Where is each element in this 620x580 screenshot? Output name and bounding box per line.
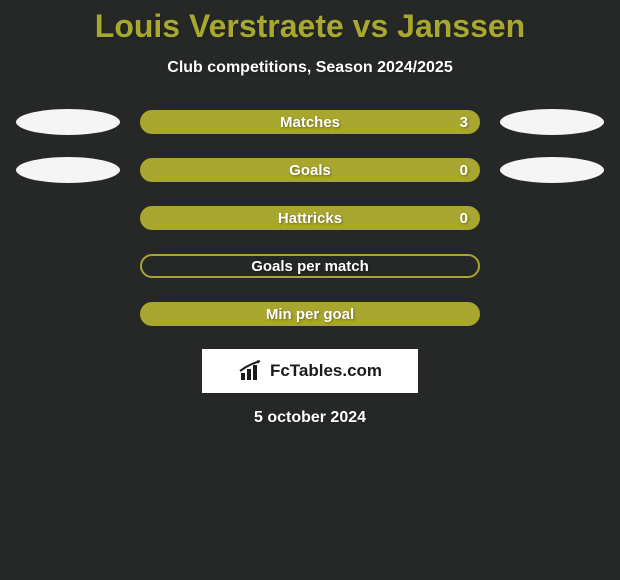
stat-label: Min per goal: [266, 306, 354, 323]
stat-row: Min per goal: [0, 301, 620, 327]
stat-row: Goals per match: [0, 253, 620, 279]
stat-label: Matches: [280, 114, 340, 131]
page-title: Louis Verstraete vs Janssen: [0, 0, 620, 45]
stat-label: Hattricks: [278, 210, 342, 227]
page-subtitle: Club competitions, Season 2024/2025: [0, 59, 620, 77]
spacer: [500, 253, 604, 279]
stat-bar: Goals 0: [140, 158, 480, 182]
stat-label: Goals: [289, 162, 331, 179]
player-left-marker: [16, 157, 120, 183]
stat-value: 3: [460, 114, 468, 131]
date-text: 5 october 2024: [0, 409, 620, 427]
stat-label: Goals per match: [251, 258, 369, 275]
spacer: [500, 205, 604, 231]
player-right-marker: [500, 157, 604, 183]
stat-row: Matches 3: [0, 109, 620, 135]
stat-value: 0: [460, 210, 468, 227]
stat-bar: Hattricks 0: [140, 206, 480, 230]
player-right-marker: [500, 109, 604, 135]
spacer: [500, 301, 604, 327]
logo-text: FcTables.com: [270, 361, 382, 381]
stat-row: Hattricks 0: [0, 205, 620, 231]
spacer: [16, 205, 120, 231]
stat-bar: Min per goal: [140, 302, 480, 326]
spacer: [16, 301, 120, 327]
branding-box: FcTables.com: [202, 349, 418, 393]
stat-row: Goals 0: [0, 157, 620, 183]
comparison-infographic: Louis Verstraete vs Janssen Club competi…: [0, 0, 620, 580]
stat-rows: Matches 3 Goals 0 Hattricks 0 Goals per match M…: [0, 109, 620, 327]
player-left-marker: [16, 109, 120, 135]
stat-bar: Goals per match: [140, 254, 480, 278]
spacer: [16, 253, 120, 279]
stat-value: 0: [460, 162, 468, 179]
stat-bar: Matches 3: [140, 110, 480, 134]
logo-chart-icon: [238, 360, 264, 382]
